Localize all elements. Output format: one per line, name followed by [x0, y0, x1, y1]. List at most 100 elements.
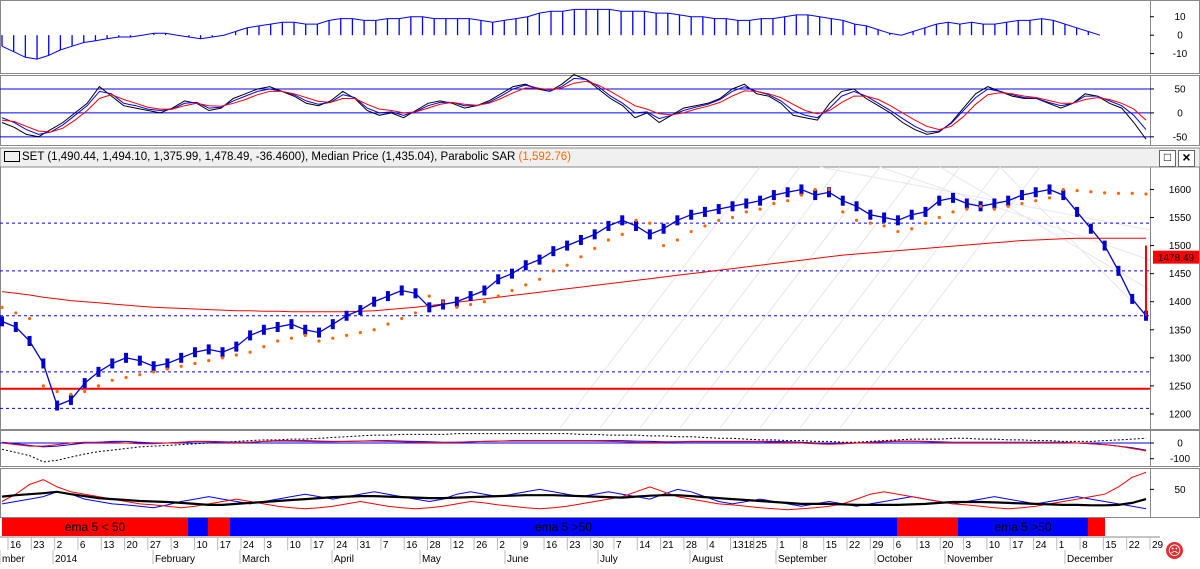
- x-tick-label: 21: [663, 540, 675, 551]
- sar-dot: [96, 384, 101, 388]
- sar-dot: [358, 330, 362, 335]
- close-button[interactable]: ×: [1178, 150, 1195, 167]
- oscillator-line: [1, 471, 1147, 511]
- y-tick-label: 0: [1177, 108, 1183, 119]
- panel-frame: [0, 430, 1200, 467]
- x-tick-label: 17: [1012, 540, 1024, 551]
- ema-band-segment: [2, 518, 188, 536]
- restore-button[interactable]: □: [1159, 150, 1176, 167]
- sar-dot: [923, 221, 928, 225]
- sar-dot: [937, 215, 941, 220]
- sar-dot: [758, 207, 762, 211]
- x-tick-label: 9: [523, 540, 529, 551]
- x-tick-label: 3: [173, 540, 179, 551]
- y-tick-label: 1250: [1169, 381, 1192, 392]
- fan-line: [939, 166, 1151, 291]
- y-tick-label: 50: [1174, 84, 1186, 95]
- y-tick-label: 1600: [1169, 185, 1192, 196]
- x-tick-label: 24: [336, 540, 348, 551]
- oscillator-line: [1, 433, 1147, 463]
- chart-symbol-icon: [4, 151, 20, 163]
- x-tick-label: 30: [593, 540, 605, 551]
- x-tick-label: 13: [919, 540, 931, 551]
- x-tick-label: 1: [779, 540, 785, 551]
- month-label: December: [1067, 554, 1114, 565]
- x-tick-label: 28: [686, 540, 698, 551]
- sar-dot: [41, 384, 45, 388]
- ema-band-segment: [1088, 518, 1105, 536]
- month-label: November: [947, 554, 994, 565]
- price-bar: [0, 316, 4, 327]
- sar-dot: [951, 210, 955, 214]
- sar-dot: [55, 389, 59, 394]
- x-tick-label: 23: [33, 540, 45, 551]
- x-tick-label: 17: [313, 540, 325, 551]
- x-tick-label: 15: [1105, 540, 1117, 551]
- sar-dot: [1116, 191, 1121, 195]
- sar-dot: [910, 227, 914, 231]
- x-tick-label: 6: [80, 540, 86, 551]
- sar-dot: [703, 224, 707, 228]
- sar-dot: [1103, 191, 1107, 195]
- sar-dot: [179, 364, 183, 368]
- month-label: March: [242, 554, 270, 565]
- x-tick-label: 10: [290, 540, 302, 551]
- close-icon: ×: [1182, 149, 1191, 165]
- x-tick-label: 16: [546, 540, 558, 551]
- x-tick-label: 17: [220, 540, 232, 551]
- sar-dot: [427, 294, 431, 298]
- fan-line: [639, 166, 841, 429]
- x-tick-label: 2: [57, 540, 63, 551]
- sar-dot: [207, 359, 211, 363]
- x-tick-label: 22: [849, 540, 861, 551]
- sar-dot: [262, 345, 266, 349]
- sar-dot: [331, 336, 335, 340]
- sar-dot: [772, 201, 776, 206]
- x-tick-label: 26: [476, 540, 488, 551]
- sar-dot: [152, 370, 156, 374]
- oscillator-line: [1, 490, 1147, 507]
- sar-dot: [14, 311, 18, 315]
- sar-dot: [896, 229, 900, 234]
- last-price-label: 1478.49: [1158, 253, 1195, 264]
- x-tick-label: 12: [453, 540, 465, 551]
- y-tick-label: 0: [1177, 31, 1183, 42]
- sar-dot: [1034, 199, 1038, 203]
- x-tick-label: 24: [1035, 540, 1047, 551]
- sar-dot: [1061, 187, 1065, 192]
- sar-dot: [1144, 192, 1148, 196]
- sar-dot: [496, 294, 500, 298]
- median-price-label: , Median Price (1,435.04),: [305, 151, 438, 163]
- sar-dot: [606, 238, 611, 242]
- x-tick-label: 20: [127, 540, 139, 551]
- x-tick-label: 7: [616, 540, 622, 551]
- sar-dot: [386, 322, 390, 326]
- sar-dot: [165, 367, 169, 371]
- ema-band-segment: [188, 518, 208, 536]
- oscillator-line: [1, 80, 1147, 133]
- month-label: July: [600, 554, 618, 565]
- sar-dot: [868, 221, 872, 225]
- y-tick-label: 1200: [1169, 409, 1192, 420]
- sad-face-icon[interactable]: ☹: [1166, 542, 1183, 559]
- x-tick-label: 8: [802, 540, 808, 551]
- y-tick-label: 1400: [1169, 297, 1192, 308]
- x-tick-label: 16: [10, 540, 22, 551]
- sar-dot: [303, 333, 307, 337]
- x-tick-label: 4: [709, 540, 715, 551]
- ema-band-label: ema 5 >50: [994, 520, 1051, 534]
- sar-dot: [83, 389, 87, 394]
- sar-dot: [965, 207, 969, 211]
- sar-dot: [634, 218, 638, 222]
- sar-dot: [524, 283, 528, 287]
- sar-dot: [744, 210, 748, 214]
- x-tick-label: 20: [942, 540, 954, 551]
- ema-band-segment: [958, 518, 1088, 536]
- month-label: April: [334, 554, 354, 565]
- sar-dot: [110, 378, 114, 382]
- sar-dot: [510, 288, 514, 293]
- ema-band-segment: [897, 518, 958, 536]
- sar-dot: [220, 356, 225, 360]
- sar-dot: [1006, 204, 1010, 208]
- histogram-outline: [1, 8, 1101, 60]
